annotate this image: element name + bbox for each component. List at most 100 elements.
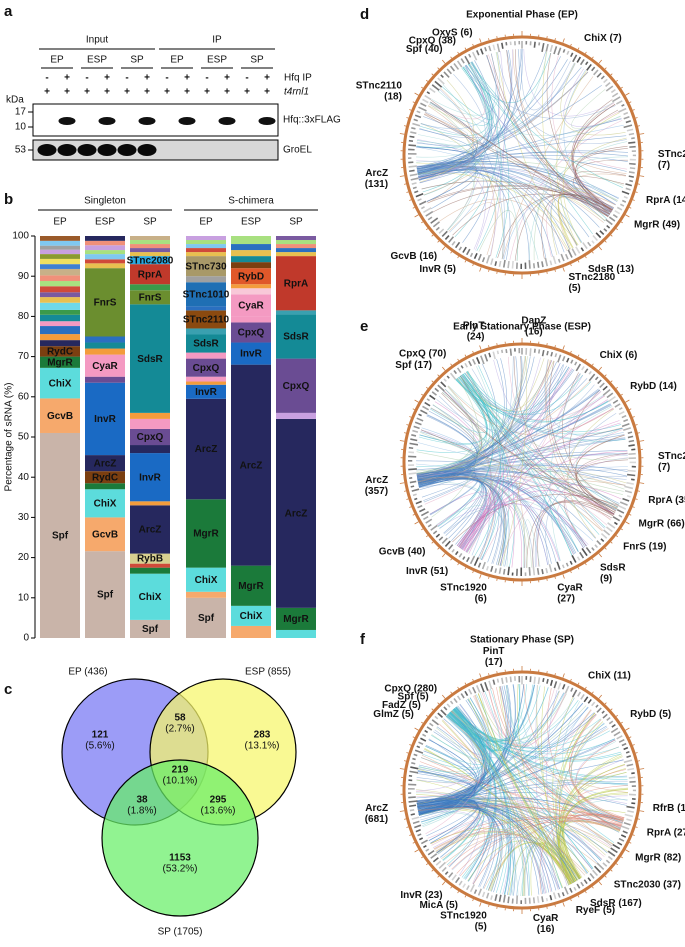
- genome-block: [621, 414, 627, 419]
- sRNA-label: RfrB (13): [653, 803, 685, 814]
- sRNA-label: (17): [485, 657, 503, 668]
- segment-label: MgrR: [193, 529, 219, 540]
- genome-block: [498, 894, 502, 902]
- genome-block: [626, 128, 634, 132]
- genome-block: [454, 551, 459, 556]
- bar-segment: [186, 248, 226, 253]
- genome-block: [623, 116, 630, 120]
- genome-block: [572, 54, 578, 63]
- segment-label: InvR: [94, 414, 116, 425]
- ring-tick: [610, 541, 613, 544]
- chord: [574, 148, 628, 213]
- genome-block: [595, 232, 602, 239]
- genome-block: [554, 353, 558, 358]
- ring-tick: [421, 721, 424, 724]
- bar-segment: [40, 249, 80, 255]
- genome-block: [561, 564, 565, 569]
- sRNA-label: InvR (5): [419, 264, 456, 275]
- genome-block: [438, 228, 445, 234]
- genome-block: [414, 421, 422, 426]
- genome-block: [610, 847, 618, 854]
- genome-block: [434, 80, 443, 88]
- bar-segment: [276, 607, 316, 630]
- chord: [563, 69, 612, 213]
- chord: [431, 377, 480, 518]
- sign: +: [64, 87, 70, 98]
- sRNA-label: (16): [537, 924, 555, 935]
- bar-segment: [186, 384, 226, 399]
- genome-block: [536, 896, 540, 903]
- chord: [430, 822, 475, 858]
- ring-tick: [620, 221, 623, 224]
- genome-block: [570, 687, 574, 692]
- bar-segment: [40, 302, 80, 310]
- genome-block: [417, 833, 422, 837]
- segment-label: CpxQ: [193, 363, 220, 374]
- bar-segment: [85, 517, 125, 552]
- genome-block: [501, 677, 504, 684]
- genome-block: [538, 349, 541, 354]
- chord: [559, 788, 629, 884]
- genome-block: [541, 349, 545, 357]
- genome-block: [412, 186, 417, 190]
- genome-block: [462, 556, 466, 560]
- ring-tick: [437, 875, 440, 878]
- genome-block: [556, 561, 561, 570]
- panel-title: Stationary Phase (SP): [470, 635, 574, 646]
- genome-block: [449, 65, 456, 72]
- genome-block: [626, 818, 633, 822]
- sample-label: ESP: [87, 55, 107, 66]
- chord: [467, 370, 628, 461]
- genome-block: [567, 249, 573, 258]
- genome-block: [468, 688, 473, 695]
- bar-segment: [276, 244, 316, 249]
- sRNA-label: STnc1920: [440, 583, 487, 594]
- genome-block: [441, 230, 448, 238]
- blot-label: Hfq::3xFLAG: [283, 115, 341, 126]
- genome-block: [472, 358, 476, 365]
- genome-block: [602, 862, 608, 867]
- ring-tick: [399, 133, 405, 135]
- ring-tick: [426, 535, 429, 538]
- genome-block: [566, 357, 570, 363]
- panel-title: Early Stationary Phase (ESP): [453, 322, 591, 333]
- panel-letter: a: [4, 3, 13, 20]
- ring-tick: [625, 92, 630, 96]
- ring-tick: [584, 51, 587, 54]
- ring-tick: [414, 399, 419, 403]
- chord: [465, 371, 626, 486]
- chord: [458, 367, 571, 548]
- ring-tick: [488, 576, 490, 579]
- ring-tick: [421, 856, 424, 859]
- chord: [448, 713, 512, 895]
- marker-label: 17: [15, 107, 27, 118]
- genome-block: [620, 834, 627, 838]
- genome-block: [621, 423, 630, 428]
- genome-block: [477, 253, 482, 261]
- genome-block: [587, 877, 592, 882]
- genome-block: [507, 896, 510, 904]
- ring-tick: [409, 416, 412, 418]
- genome-block: [600, 532, 608, 539]
- bar-segment: [130, 412, 170, 419]
- genome-block: [631, 772, 635, 775]
- bar-segment: [231, 625, 271, 638]
- segment-label: Spf: [198, 613, 215, 624]
- sRNA-label: MgrR (66): [639, 519, 685, 530]
- chord: [470, 61, 623, 188]
- ring-tick: [457, 563, 460, 566]
- chord: [417, 800, 550, 893]
- ring-tick: [562, 673, 565, 678]
- bar-segment: [130, 248, 170, 253]
- genome-block: [494, 568, 498, 573]
- bar-segment: [85, 236, 125, 241]
- sRNA-label: SdsR (13): [588, 264, 634, 275]
- genome-block: [469, 252, 474, 258]
- chord: [575, 170, 627, 211]
- genome-block: [628, 444, 635, 447]
- ring-tick: [441, 246, 446, 251]
- genome-block: [593, 865, 602, 874]
- sRNA-label: MgrR (82): [635, 853, 681, 864]
- bar-segment: [186, 310, 226, 329]
- ring-tick: [610, 869, 613, 872]
